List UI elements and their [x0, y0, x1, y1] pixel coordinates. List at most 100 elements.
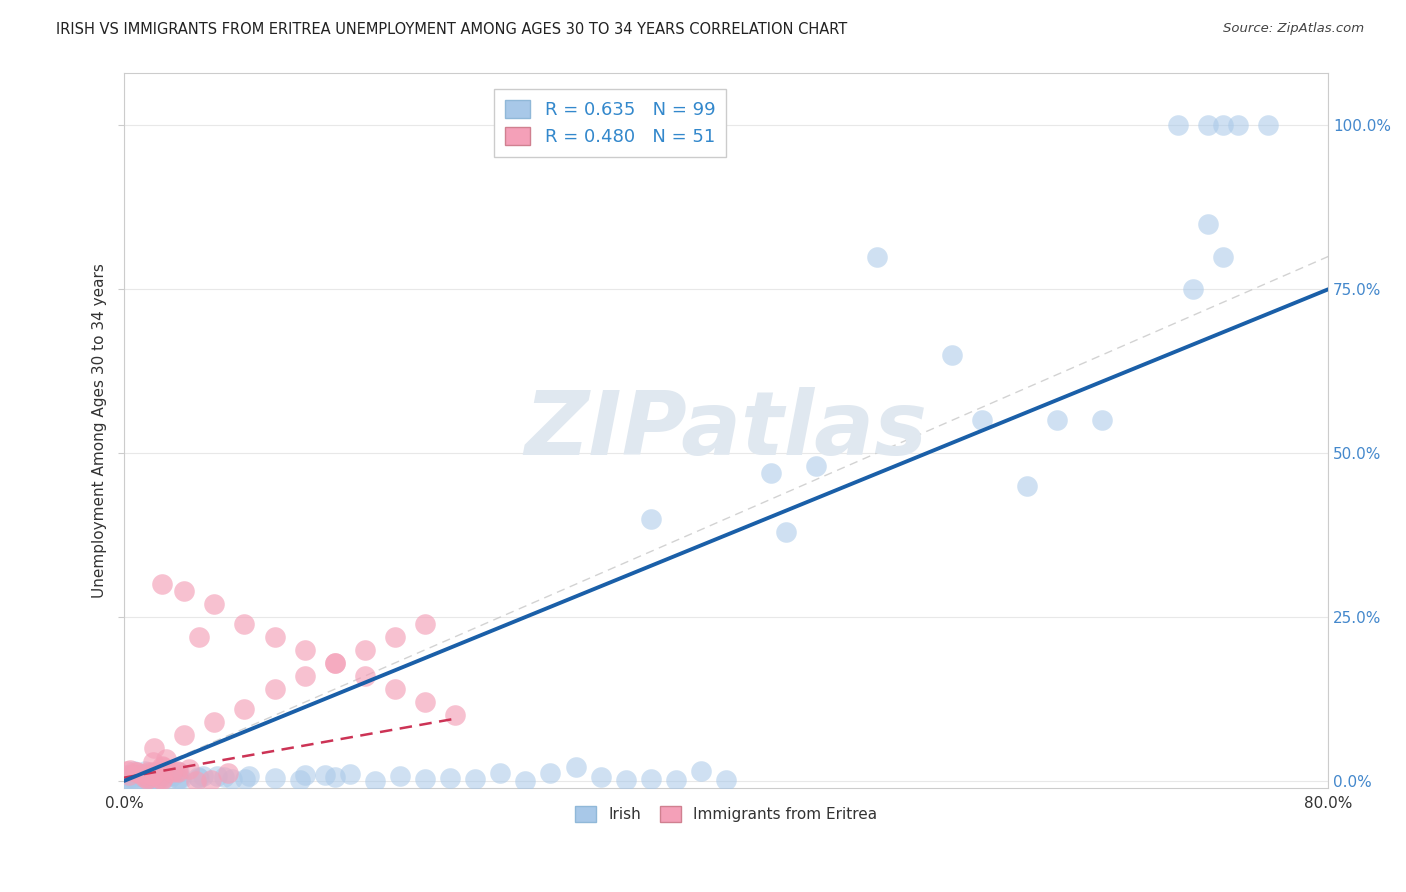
- Point: [193, 768, 215, 782]
- Point: [148, 771, 170, 785]
- Point: [640, 512, 662, 526]
- Point: [136, 764, 159, 779]
- Point: [138, 770, 160, 784]
- Point: [1226, 119, 1249, 133]
- Point: [233, 616, 256, 631]
- Point: [136, 772, 159, 787]
- Point: [589, 770, 612, 784]
- Point: [1046, 413, 1069, 427]
- Point: [142, 755, 165, 769]
- Point: [114, 772, 136, 786]
- Point: [294, 669, 316, 683]
- Text: Source: ZipAtlas.com: Source: ZipAtlas.com: [1223, 22, 1364, 36]
- Point: [439, 771, 461, 785]
- Point: [353, 669, 375, 683]
- Point: [865, 250, 887, 264]
- Point: [970, 413, 993, 427]
- Point: [122, 773, 145, 788]
- Point: [323, 770, 346, 784]
- Point: [288, 772, 311, 787]
- Point: [115, 771, 138, 785]
- Point: [806, 459, 828, 474]
- Point: [122, 771, 145, 785]
- Point: [690, 764, 713, 778]
- Point: [141, 765, 163, 780]
- Point: [150, 772, 173, 787]
- Point: [149, 766, 172, 780]
- Point: [1197, 119, 1219, 133]
- Point: [384, 682, 406, 697]
- Point: [1091, 413, 1114, 427]
- Point: [125, 765, 148, 780]
- Point: [167, 764, 190, 779]
- Point: [188, 630, 211, 644]
- Point: [115, 764, 138, 778]
- Point: [515, 773, 537, 788]
- Point: [125, 770, 148, 784]
- Text: ZIPatlas: ZIPatlas: [524, 387, 928, 474]
- Point: [294, 643, 316, 657]
- Point: [167, 764, 190, 779]
- Point: [1181, 282, 1204, 296]
- Point: [112, 768, 135, 782]
- Point: [132, 770, 155, 784]
- Point: [323, 656, 346, 670]
- Point: [146, 772, 169, 787]
- Point: [388, 769, 411, 783]
- Point: [1017, 479, 1039, 493]
- Point: [141, 773, 163, 788]
- Point: [233, 702, 256, 716]
- Y-axis label: Unemployment Among Ages 30 to 34 years: Unemployment Among Ages 30 to 34 years: [93, 263, 107, 598]
- Point: [152, 771, 174, 785]
- Point: [160, 764, 183, 779]
- Point: [339, 767, 361, 781]
- Point: [413, 616, 436, 631]
- Point: [150, 577, 173, 591]
- Point: [177, 762, 200, 776]
- Point: [127, 767, 149, 781]
- Point: [614, 773, 637, 788]
- Point: [187, 771, 209, 785]
- Point: [150, 759, 173, 773]
- Point: [221, 772, 243, 787]
- Point: [263, 630, 285, 644]
- Point: [294, 768, 316, 782]
- Point: [413, 772, 436, 786]
- Point: [1167, 119, 1189, 133]
- Point: [564, 760, 586, 774]
- Point: [157, 772, 180, 786]
- Point: [384, 630, 406, 644]
- Point: [152, 760, 174, 774]
- Point: [464, 772, 486, 786]
- Point: [200, 772, 222, 787]
- Point: [413, 695, 436, 709]
- Point: [117, 772, 139, 787]
- Point: [170, 772, 193, 786]
- Point: [1212, 119, 1234, 133]
- Point: [202, 714, 225, 729]
- Point: [640, 772, 662, 787]
- Point: [217, 765, 239, 780]
- Point: [353, 643, 375, 657]
- Point: [167, 772, 190, 786]
- Point: [141, 772, 163, 787]
- Point: [169, 772, 191, 787]
- Point: [941, 348, 963, 362]
- Point: [145, 764, 167, 779]
- Point: [761, 466, 783, 480]
- Point: [143, 741, 166, 756]
- Point: [118, 767, 141, 781]
- Point: [125, 765, 148, 780]
- Point: [205, 769, 228, 783]
- Point: [263, 682, 285, 697]
- Point: [125, 768, 148, 782]
- Point: [143, 766, 166, 780]
- Point: [665, 773, 688, 788]
- Point: [163, 768, 186, 782]
- Point: [1197, 217, 1219, 231]
- Point: [127, 772, 149, 787]
- Point: [714, 772, 737, 787]
- Point: [118, 763, 141, 777]
- Point: [173, 728, 195, 742]
- Point: [141, 768, 163, 782]
